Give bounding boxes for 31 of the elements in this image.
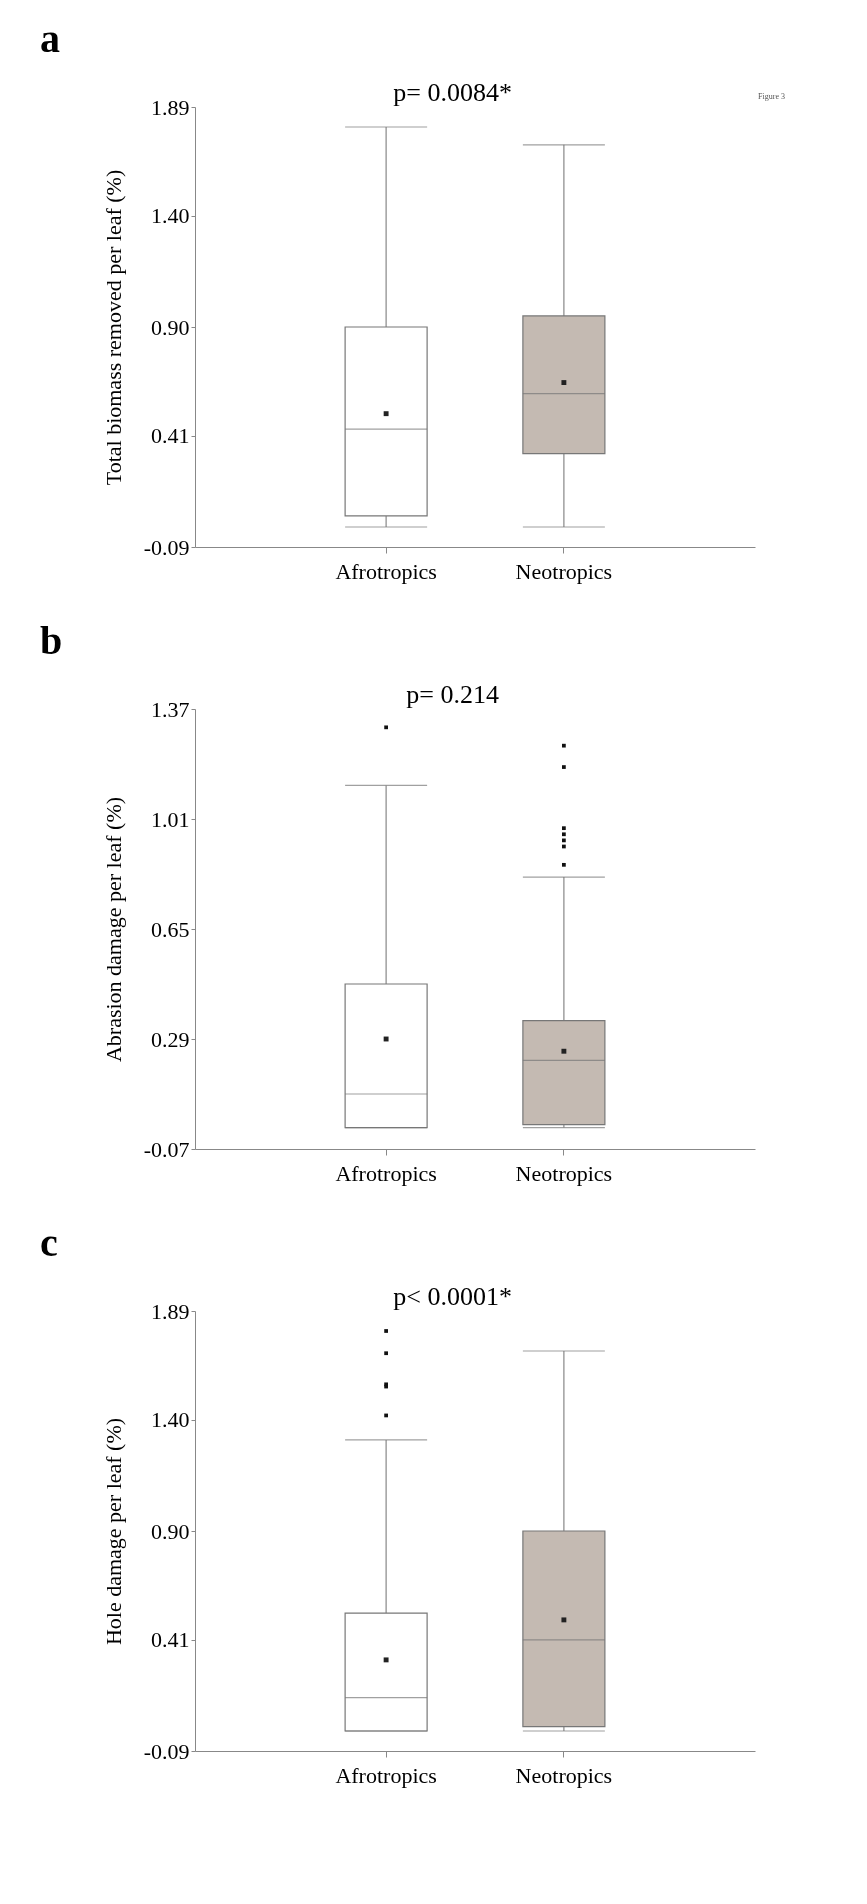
x-tick-label: Neotropics xyxy=(515,1160,613,1186)
x-tick-label: Afrotropics xyxy=(335,1762,437,1788)
x-tick-label: Afrotropics xyxy=(335,1160,437,1186)
y-tick-label: 0.29 xyxy=(151,1026,190,1052)
y-tick-label: 1.40 xyxy=(151,203,190,229)
y-tick-label: -0.09 xyxy=(143,1738,190,1764)
y-tick-label: 0.65 xyxy=(151,916,190,942)
x-tick-label: Neotropics xyxy=(515,558,613,584)
y-tick-label: 1.01 xyxy=(151,806,190,832)
chart-title: a xyxy=(40,16,60,61)
y-tick-label: 1.89 xyxy=(151,1298,190,1324)
y-tick-label: -0.07 xyxy=(143,1136,190,1162)
y-axis-title: Hole damage per leaf (%) xyxy=(100,1417,126,1646)
y-tick-label: 0.90 xyxy=(151,314,190,340)
y-axis-title: Abrasion damage per leaf (%) xyxy=(100,796,126,1063)
y-tick-label: 0.90 xyxy=(151,1518,190,1544)
y-tick-label: 0.41 xyxy=(151,1627,190,1653)
y-tick-label: 1.89 xyxy=(151,94,190,120)
text: p= 0.0084* xyxy=(393,78,512,107)
text: p= 0.214 xyxy=(406,680,499,709)
chart-title: b xyxy=(40,618,63,663)
caption: Figure 3 xyxy=(758,92,785,101)
y-tick-label: 0.41 xyxy=(151,423,190,449)
y-tick-label: 1.37 xyxy=(151,696,190,722)
chart-title: c xyxy=(40,1220,58,1265)
x-tick-label: Afrotropics xyxy=(335,558,437,584)
y-axis-title: Total biomass removed per leaf (%) xyxy=(100,169,126,486)
y-tick-label: 1.40 xyxy=(151,1407,190,1433)
x-tick-label: Neotropics xyxy=(515,1762,613,1788)
text: p< 0.0001* xyxy=(393,1282,512,1311)
y-tick-label: -0.09 xyxy=(143,534,190,560)
